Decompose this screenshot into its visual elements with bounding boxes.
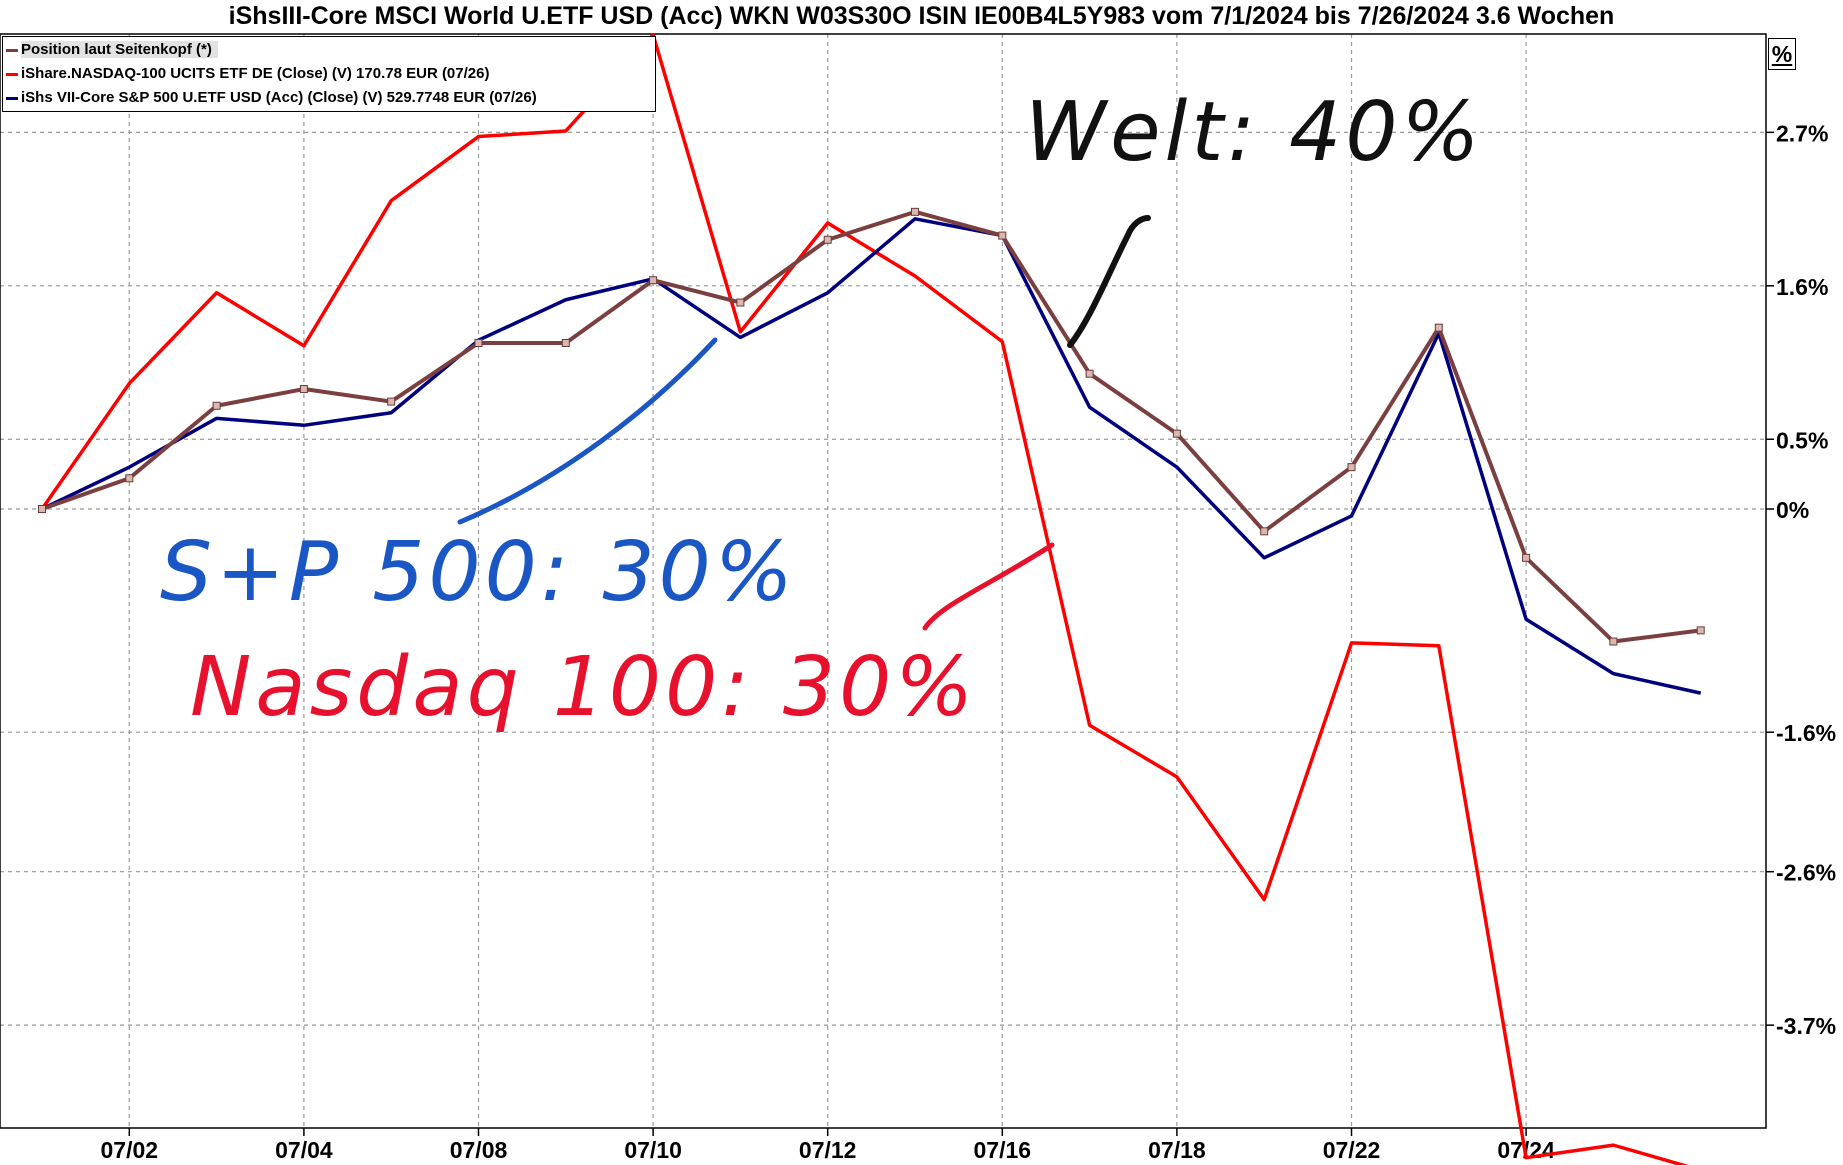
x-tick-label: 07/12	[799, 1137, 857, 1163]
series-marker	[212, 401, 221, 410]
legend-label-portfolio: Position laut Seitenkopf (*)	[21, 41, 218, 58]
series-marker	[1522, 553, 1531, 562]
grid-lines	[0, 34, 1766, 1128]
x-tick-label: 07/16	[974, 1137, 1032, 1163]
series-marker	[1172, 429, 1181, 438]
annotation-sp500: S+P 500: 30%	[160, 525, 797, 620]
series-marker	[125, 474, 134, 483]
annotation-welt: Welt: 40%	[1025, 85, 1483, 180]
y-tick-label: -3.7%	[1776, 1013, 1836, 1039]
annotation-nasdaq: Nasdaq 100: 30%	[190, 640, 977, 735]
x-axis: 07/02 07/04 07/08 07/10 07/12 07/16 07/18 07/22…	[101, 1128, 1555, 1163]
series-marker	[474, 338, 483, 347]
y-axis: 2.7% 1.6% 0.5% 0% -1.6% -2.6% -3.7%	[1766, 120, 1836, 1039]
percent-scale-toggle[interactable]: %	[1768, 38, 1796, 70]
series-marker	[911, 207, 919, 216]
x-tick-label: 07/18	[1148, 1137, 1206, 1163]
series-marker	[998, 231, 1007, 240]
legend-item-nasdaq[interactable]: iShare.NASDAQ-100 UCITS ETF DE (Close) (…	[3, 62, 489, 86]
x-tick-label: 07/08	[450, 1137, 508, 1163]
legend-label-sp500: iShs VII-Core S&P 500 U.ETF USD (Acc) (C…	[21, 89, 537, 106]
y-tick-label: 2.7%	[1776, 120, 1828, 146]
legend-swatch-portfolio	[6, 48, 18, 52]
legend-swatch-sp500	[6, 96, 18, 100]
x-tick-label: 07/04	[275, 1137, 333, 1163]
x-tick-label: 07/10	[624, 1137, 682, 1163]
series-marker	[1609, 637, 1618, 646]
legend-item-sp500[interactable]: iShs VII-Core S&P 500 U.ETF USD (Acc) (C…	[3, 86, 537, 110]
y-tick-label: -2.6%	[1776, 860, 1836, 886]
series-line-portfolio	[41, 209, 1701, 644]
chart-title: iShsIII-Core MSCI World U.ETF USD (Acc) …	[228, 2, 1615, 30]
y-tick-label: 0%	[1776, 497, 1809, 523]
series-marker	[387, 397, 396, 406]
y-tick-label: -1.6%	[1776, 720, 1836, 746]
chart-legend: Position laut Seitenkopf (*) iShare.NASD…	[2, 36, 656, 112]
series-marker	[736, 298, 745, 307]
welt-pointer-stroke	[1067, 215, 1151, 348]
series-layer	[38, 32, 1705, 1165]
nasdaq-pointer-stroke	[922, 542, 1055, 631]
series-line-sp500	[41, 217, 1702, 695]
y-tick-label: 0.5%	[1776, 427, 1828, 453]
x-tick-label: 07/02	[101, 1137, 159, 1163]
series-marker	[823, 235, 832, 244]
series-marker	[649, 276, 658, 285]
handwritten-arrows	[457, 215, 1151, 631]
legend-swatch-nasdaq	[6, 72, 18, 76]
y-tick-label: 1.6%	[1776, 274, 1828, 300]
series-marker	[1260, 527, 1269, 536]
series-marker	[299, 385, 308, 394]
series-marker	[38, 505, 46, 513]
legend-item-portfolio[interactable]: Position laut Seitenkopf (*)	[3, 38, 218, 62]
series-marker	[1696, 626, 1705, 635]
x-tick-label: 07/22	[1323, 1137, 1381, 1163]
series-line-nasdaq	[40, 32, 1689, 1165]
series-marker	[1085, 369, 1094, 378]
legend-label-nasdaq: iShare.NASDAQ-100 UCITS ETF DE (Close) (…	[21, 65, 490, 82]
series-marker	[1434, 323, 1443, 332]
series-marker	[561, 338, 570, 347]
plot-frame	[0, 33, 1767, 1129]
series-marker	[1347, 463, 1356, 472]
sp500-arrow-stroke	[457, 337, 718, 525]
